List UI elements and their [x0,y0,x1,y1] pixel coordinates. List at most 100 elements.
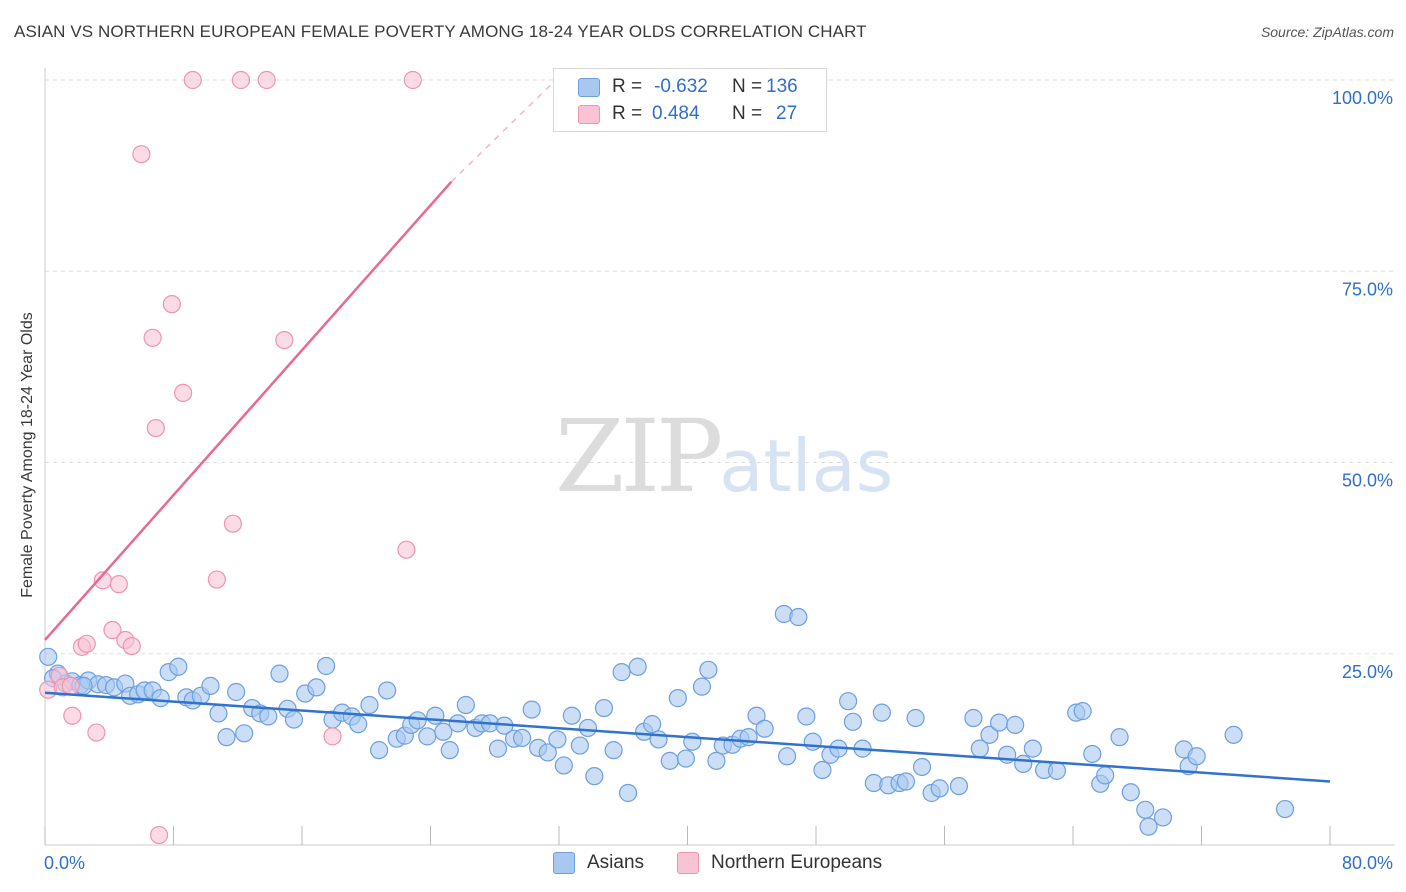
n-value: 136 [766,76,798,97]
n-label: N = [732,76,763,97]
asian-point [512,728,532,748]
r-value: 0.484 [652,103,700,124]
asian-point [418,727,437,746]
northern-european-point [132,145,151,164]
asian-point [643,715,662,734]
northern-european-point [257,70,276,90]
asian-point [349,715,368,734]
y-tick-label: 75.0% [1342,279,1393,299]
asian-point [378,681,397,700]
asian-point [699,660,718,679]
northern-european-point [146,418,165,438]
legend-item-asians[interactable]: Asians [553,852,644,874]
northern-european-point [223,514,243,533]
asian-point [488,739,508,758]
asian-point [692,677,712,696]
y-tick-label: 100.0% [1332,88,1393,108]
asian-point [683,732,702,751]
asian-point [755,719,774,738]
asian-point [777,747,797,766]
asian-point [594,698,614,718]
northern-european-point [231,70,251,90]
legend-item-northern-europeans[interactable]: Northern Europeans [677,852,882,874]
asian-point [930,779,949,798]
r-value: -0.632 [654,76,708,97]
northern-europeans-swatch [578,105,600,124]
asian-point [169,657,188,676]
asian-point [1083,744,1102,764]
series-legend: Asians Northern Europeans [0,852,1406,876]
n-label: N = [732,103,763,124]
y-tick-label: 25.0% [1342,662,1393,682]
northern-european-point [183,70,202,90]
asian-point [739,728,758,747]
asian-point [803,732,822,751]
asian-point [522,700,541,719]
asian-point [538,743,557,762]
asian-point [570,736,589,755]
asian-point [316,656,336,676]
asian-point [448,714,467,733]
asian-point [964,708,983,728]
asian-point [1023,739,1042,758]
northern-european-point [149,825,169,845]
n-value: 27 [776,103,798,124]
asian-point [209,704,228,723]
asian-point [1047,761,1067,780]
northern-european-point [403,70,422,90]
asian-point [1014,754,1033,774]
asian-point [896,772,916,791]
asian-point [39,647,58,666]
x-tick-label: 0.0% [44,853,85,873]
asian-point [426,706,445,725]
legend-label-asians: Asians [587,852,645,873]
asian-point [618,783,638,803]
asian-point [1153,808,1173,827]
asian-point [1121,783,1140,802]
asian-point [370,741,389,760]
r-label: R = [612,76,643,97]
asian-point [217,728,236,747]
asian-point [235,724,254,743]
northern-european-point [103,620,122,640]
northern-european-point [174,383,193,402]
asian-point [1096,766,1115,785]
asian-point [259,707,278,726]
northern-european-point [162,295,181,314]
asian-point [668,689,687,708]
asian-point [1139,817,1158,836]
asian-point [628,657,647,676]
asian-point [843,712,863,731]
asian-point [440,741,459,760]
asian-point [797,707,816,726]
legend-label-northern-europeans: Northern Europeans [711,852,883,873]
asian-point [839,692,858,711]
asian-point [456,695,475,715]
asian-point [360,695,379,715]
asian-point [408,711,427,730]
legend-row-northern-europeans: R = 0.484 N = 27 [554,101,826,127]
asian-point [707,751,726,770]
northern-european-point [207,570,226,589]
northern-european-point [61,676,80,695]
r-label: R = [612,103,643,124]
asian-point [660,751,679,770]
northern-european-point [323,727,342,746]
asian-point [747,706,766,725]
asians-legend-swatch [553,852,575,874]
northern-european-point [63,706,82,725]
asian-point [813,760,832,780]
northern-european-point [275,331,294,350]
asian-point [1275,799,1295,819]
asian-point [949,776,969,796]
asian-point [912,757,932,777]
asian-point [1187,747,1206,766]
northern-europeans-trend-extension [450,79,557,183]
northern-european-point [87,723,106,742]
asian-point [1224,725,1243,744]
x-tick-label: 80.0% [1342,853,1393,873]
asian-point [1073,702,1092,721]
northern-europeans-trend-line [44,180,453,641]
asian-point [906,708,925,728]
asian-point [307,678,326,697]
